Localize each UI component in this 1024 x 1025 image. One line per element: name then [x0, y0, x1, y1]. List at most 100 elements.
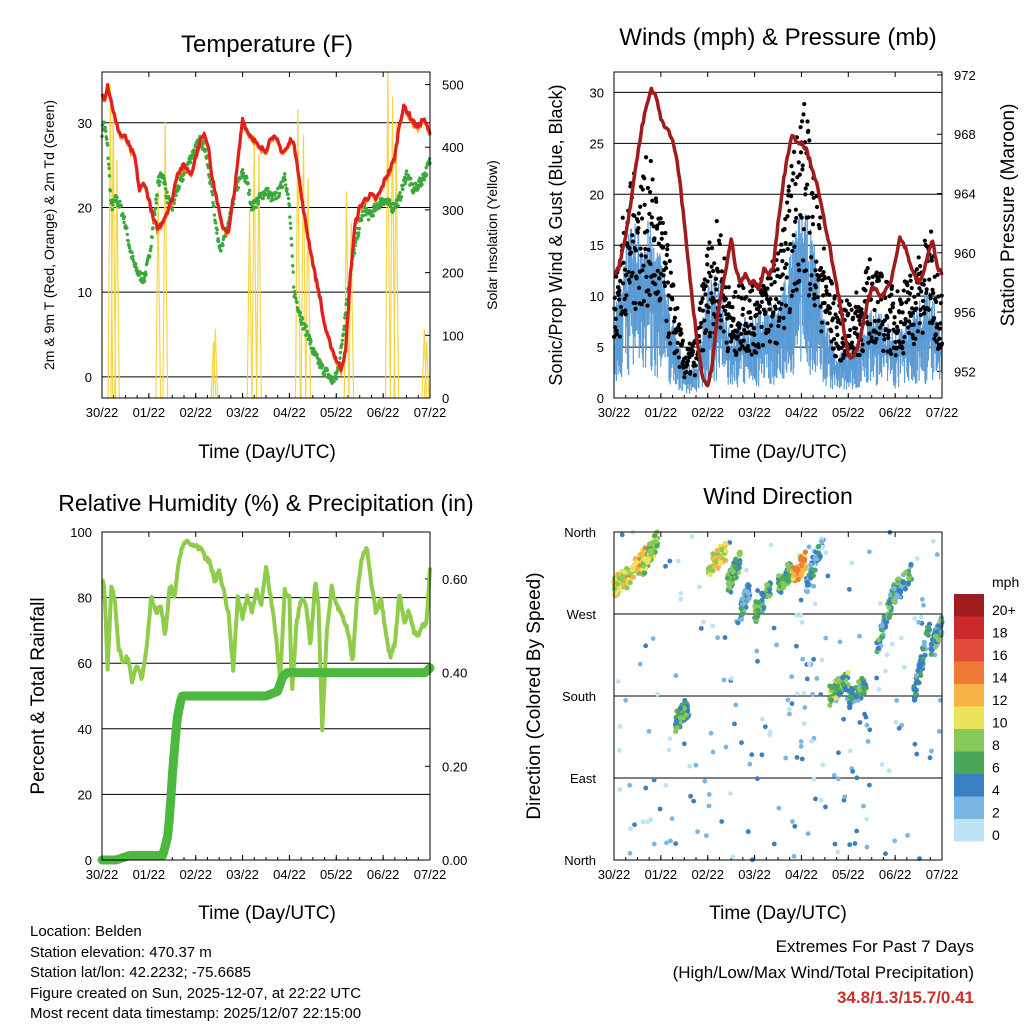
y-tick-label: North — [564, 525, 596, 540]
gust-point — [899, 301, 905, 306]
dewpoint-point — [211, 201, 215, 205]
gust-point — [661, 273, 666, 278]
x-tick-label: 03/22 — [226, 405, 259, 420]
colorbar-swatch — [954, 684, 984, 707]
dewpoint-point — [340, 338, 345, 342]
direction-point — [852, 841, 858, 846]
direction-point — [831, 773, 837, 778]
gust-point — [785, 200, 790, 205]
dewpoint-point — [103, 125, 107, 130]
gust-point — [741, 338, 746, 343]
gust-point — [832, 294, 837, 299]
direction-point — [889, 641, 895, 647]
gust-point — [798, 150, 804, 155]
dewpoint-point — [364, 206, 368, 211]
solar-spike — [210, 341, 217, 399]
direction-point — [740, 595, 746, 601]
direction-point — [823, 550, 829, 555]
gust-point — [934, 299, 939, 304]
gust-point — [827, 311, 832, 316]
gust-point — [622, 296, 627, 302]
gust-point — [853, 326, 859, 331]
gust-point — [843, 308, 848, 313]
direction-point — [624, 585, 630, 591]
dewpoint-point — [305, 329, 309, 334]
dewpoint-point — [201, 142, 205, 146]
gust-point — [819, 320, 825, 325]
gust-point — [655, 268, 660, 273]
gust-point — [766, 327, 771, 333]
dewpoint-point — [396, 203, 400, 208]
gust-point — [677, 364, 682, 370]
gust-point — [812, 303, 817, 308]
dewpoint-point — [340, 342, 344, 346]
x-tick-label: 03/22 — [738, 405, 771, 420]
direction-point — [794, 613, 799, 618]
direction-frame — [613, 531, 943, 861]
gust-point — [847, 333, 852, 339]
direction-point — [854, 828, 860, 834]
direction-point — [779, 575, 786, 582]
direction-point — [762, 724, 768, 730]
dewpoint-point — [106, 162, 111, 167]
direction-ylabel: Direction (Colored By Speed) — [524, 572, 545, 819]
dewpoint-point — [425, 172, 429, 177]
direction-point — [706, 792, 712, 797]
direction-point — [798, 597, 804, 603]
direction-point — [735, 620, 741, 626]
dewpoint-point — [341, 332, 346, 336]
gust-point — [648, 261, 653, 267]
y-tick-label: 30 — [78, 116, 92, 131]
direction-point — [646, 728, 652, 734]
gust-point — [783, 217, 788, 222]
gust-point — [745, 324, 750, 329]
direction-point — [749, 752, 755, 758]
direction-point — [811, 583, 817, 589]
gust-point — [711, 268, 716, 274]
gust-point — [685, 362, 690, 367]
dewpoint-point — [304, 324, 308, 328]
direction-point — [739, 611, 746, 617]
dewpoint-point — [342, 324, 346, 329]
y2-tick-label: 500 — [442, 78, 464, 93]
gust-point — [919, 289, 924, 294]
gust-point — [850, 315, 856, 320]
direction-point — [724, 575, 731, 581]
humidity-line — [100, 538, 432, 733]
gust-point — [614, 274, 619, 279]
x-tick-label: 05/22 — [320, 867, 353, 882]
y-tick-label: West — [567, 607, 597, 622]
direction-point — [791, 853, 797, 859]
direction-point — [800, 656, 806, 662]
direction-point — [805, 831, 811, 837]
dewpoint-point — [315, 352, 319, 356]
gust-point — [636, 211, 641, 216]
direction-point — [864, 816, 870, 822]
dewpoint-point — [287, 203, 292, 208]
gust-point — [636, 226, 641, 231]
gust-point — [684, 369, 689, 375]
direction-point — [849, 696, 855, 702]
gust-point — [714, 219, 719, 224]
y-tick-label: 30 — [590, 85, 604, 100]
direction-point — [936, 728, 942, 734]
dewpoint-point — [256, 199, 261, 203]
gust-point — [831, 346, 836, 351]
gust-point — [731, 294, 737, 299]
gust-point — [789, 293, 794, 299]
gust-point — [875, 300, 880, 305]
gust-point — [870, 274, 875, 279]
y2-tick-label: 0.60 — [442, 572, 467, 587]
direction-point — [613, 590, 619, 596]
colorbar-swatch — [954, 729, 984, 752]
x-tick-label: 06/22 — [879, 867, 912, 882]
gust-point — [708, 274, 713, 279]
gust-point — [876, 278, 882, 283]
gust-point — [771, 310, 776, 315]
dewpoint-point — [155, 193, 159, 198]
solar-spike — [251, 134, 258, 399]
direction-point — [861, 685, 867, 691]
dewpoint-point — [274, 191, 279, 195]
gust-point — [831, 301, 836, 306]
gust-point — [624, 293, 629, 298]
